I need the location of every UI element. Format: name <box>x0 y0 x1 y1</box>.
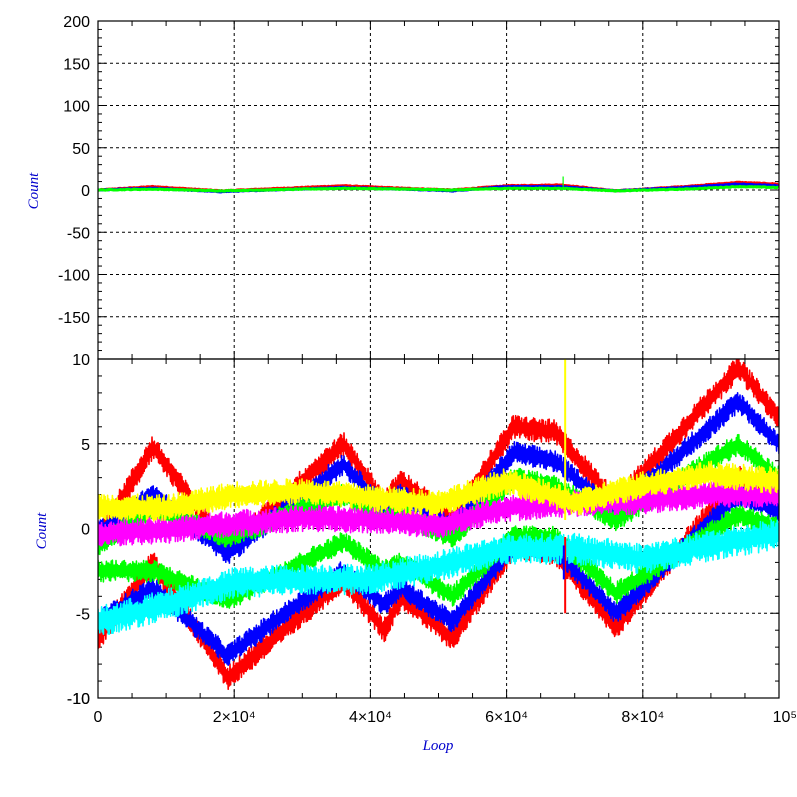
y-tick-label: -150 <box>58 310 90 327</box>
series-line-3 <box>98 184 779 193</box>
x-tick-label: 8×10⁴ <box>621 709 664 726</box>
top-panel: 200 150 100 50 0 -50 -100 -150 <box>58 14 780 360</box>
x-tick-label: 2×10⁴ <box>213 709 256 726</box>
y-tick-label: 100 <box>63 99 90 116</box>
y-tick-label: -50 <box>67 225 90 242</box>
y-tick-label: -100 <box>58 268 90 285</box>
y-tick-label: 5 <box>81 437 90 454</box>
y-tick-label: 0 <box>81 183 90 200</box>
y-tick-label: -5 <box>76 606 90 623</box>
x-tick-label: 4×10⁴ <box>349 709 392 726</box>
y-tick-label: -10 <box>67 691 90 708</box>
x-tick-label: 6×10⁴ <box>485 709 528 726</box>
y-tick-label: 150 <box>63 56 90 73</box>
y-tick-label: 10 <box>72 352 90 369</box>
y-tick-label: 0 <box>81 522 90 539</box>
series-line-8 <box>98 460 779 522</box>
bottom-plot-frame <box>97 358 780 699</box>
y-tick-label: 50 <box>72 141 90 158</box>
x-tick-label: 0 <box>94 709 103 726</box>
series-line-9 <box>98 519 779 635</box>
y-tick-label: -10 <box>67 691 90 708</box>
x-tick-label: 10⁵ <box>773 709 797 726</box>
x-axis-title: Loop <box>422 738 454 754</box>
top-y-axis-title: Count <box>26 172 42 210</box>
y-tick-label: 200 <box>63 14 90 31</box>
bottom-y-axis-title: Count <box>34 512 50 550</box>
